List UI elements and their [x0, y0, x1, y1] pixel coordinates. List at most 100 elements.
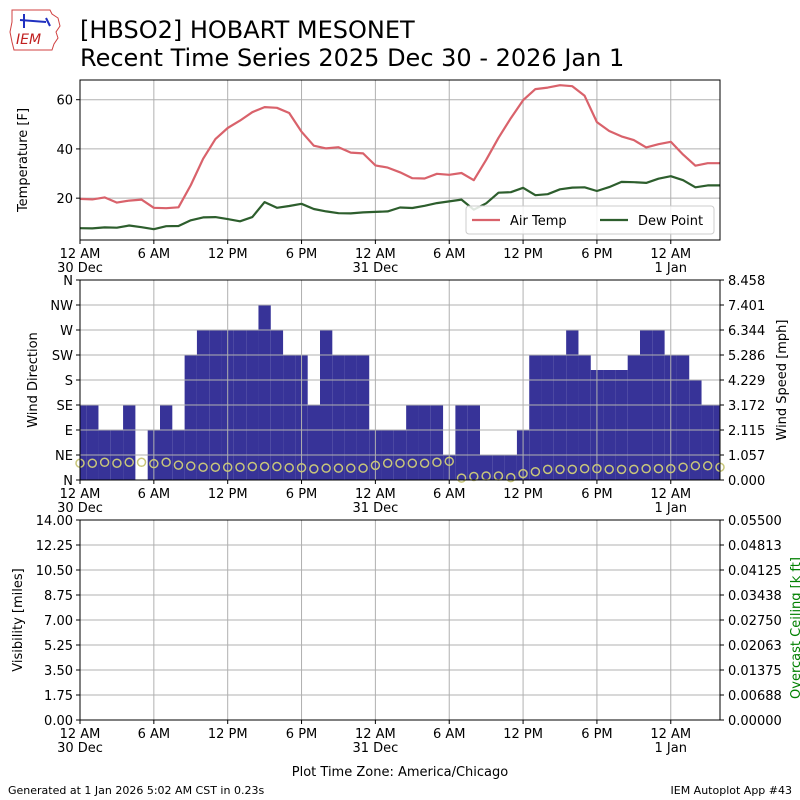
x-tick-date-label: 1 Jan: [655, 261, 687, 276]
wind-speed-point: [592, 463, 602, 474]
x-tick-label: 6 PM: [581, 487, 612, 502]
x-tick-date-label: 1 Jan: [655, 741, 687, 756]
y2-tick-label: 4.229: [728, 374, 765, 389]
wind-speed-point: [124, 457, 134, 468]
wind-direction-bar: [430, 405, 444, 480]
wind-speed-point: [136, 457, 147, 468]
wind-direction-bar: [283, 355, 296, 480]
wind-speed-point: [161, 457, 171, 468]
wind-speed-point: [506, 472, 516, 483]
wind-speed-point: [247, 461, 258, 472]
y-tick-label: SW: [52, 349, 73, 364]
wind-direction-bar: [356, 355, 370, 480]
wind-speed-point: [678, 462, 688, 472]
y2-tick-label: 0.000: [728, 474, 765, 489]
wind-direction-bar: [615, 370, 628, 480]
wind-direction-bar: [418, 405, 431, 480]
x-tick-date-label: 30 Dec: [57, 261, 103, 276]
wind-direction-bar: [184, 355, 197, 480]
y2-tick-label: 0.05500: [728, 514, 782, 529]
wind-direction-bar: [676, 355, 690, 480]
x-tick-label: 12 AM: [355, 727, 396, 742]
wind-direction-bar: [467, 405, 480, 480]
y-axis-label: Visibility [miles]: [11, 568, 26, 671]
plot-frame: [79, 279, 721, 481]
wind-direction-bar: [307, 405, 320, 480]
wind-direction-bar: [553, 355, 567, 480]
y-tick-label: N: [63, 274, 73, 289]
iem-logo: IEM: [9, 9, 61, 51]
wind-speed-point: [149, 458, 159, 469]
x-tick-label: 6 AM: [433, 487, 466, 502]
wind-speed-point: [641, 463, 651, 474]
x-tick-label: 12 AM: [650, 727, 691, 742]
wind-speed-point: [173, 460, 184, 470]
wind-speed-point: [579, 463, 590, 474]
wind-speed-point: [629, 464, 639, 475]
x-tick-label: 12 AM: [60, 727, 101, 742]
x-tick-label: 6 AM: [433, 247, 466, 262]
wind-speed-point: [395, 458, 405, 468]
wind-speed-point: [542, 464, 553, 475]
x-tick-label: 12 AM: [650, 487, 691, 502]
y2-tick-label: 8.458: [728, 274, 765, 289]
series-line-air-temp: [79, 84, 720, 210]
wind-speed-point: [419, 458, 430, 468]
y-tick-label: 8.75: [44, 589, 73, 604]
chart-title: [HBSO2] HOBART MESONET: [80, 16, 415, 44]
wind-speed-point: [198, 462, 208, 472]
x-tick-date-label: 31 Dec: [352, 261, 398, 276]
legend-label-dew-point: Dew Point: [638, 214, 703, 229]
y-tick-label: NW: [50, 299, 73, 314]
y2-tick-label: 0.04125: [728, 564, 782, 579]
y-tick-label: 60: [56, 94, 73, 109]
wind-speed-point: [309, 464, 319, 474]
y-tick-label: SE: [57, 399, 73, 414]
wind-direction-bar: [406, 405, 419, 480]
y2-tick-label: 5.286: [728, 349, 765, 364]
x-tick-label: 12 PM: [208, 487, 248, 502]
wind-speed-point: [186, 461, 196, 471]
wind-direction-bar: [541, 355, 554, 480]
wind-speed-point: [604, 464, 614, 475]
plot-frame: [79, 79, 721, 241]
x-tick-label: 12 AM: [355, 487, 396, 502]
y-tick-label: S: [65, 374, 73, 389]
x-tick-date-label: 1 Jan: [655, 501, 687, 516]
y2-tick-label: 0.04813: [728, 539, 782, 554]
wind-speed-point: [321, 463, 331, 473]
wind-direction-bar: [529, 355, 542, 480]
wind-speed-point: [690, 461, 701, 471]
y-tick-label: 0.00: [44, 714, 73, 729]
wind-speed-point: [432, 457, 442, 468]
y2-tick-label: 0.02063: [728, 639, 782, 654]
wind-direction-bar: [627, 355, 640, 480]
wind-direction-bar: [504, 455, 517, 480]
wind-speed-point: [567, 464, 578, 475]
y2-tick-label: 1.057: [728, 449, 765, 464]
wind-speed-point: [653, 463, 664, 474]
y-axis-label: Temperature [F]: [16, 108, 31, 213]
wind-direction-bar: [455, 405, 468, 480]
y-tick-label: 3.50: [44, 664, 73, 679]
wind-speed-point: [555, 464, 565, 475]
x-tick-label: 12 AM: [60, 487, 101, 502]
x-tick-label: 6 PM: [581, 247, 612, 262]
x-tick-label: 6 PM: [581, 727, 612, 742]
legend-box: [465, 205, 715, 235]
y2-tick-label: 6.344: [728, 324, 765, 339]
x-tick-label: 12 PM: [503, 487, 543, 502]
y-tick-label: 14.00: [36, 514, 73, 529]
wind-direction-bar: [160, 405, 173, 480]
wind-speed-point: [346, 463, 356, 473]
x-axis-label: Plot Time Zone: America/Chicago: [292, 765, 508, 780]
chart-subtitle: Recent Time Series 2025 Dec 30 - 2026 Ja…: [80, 44, 625, 72]
wind-direction-bar: [332, 355, 345, 480]
wind-speed-point: [407, 458, 418, 468]
wind-direction-bar: [80, 405, 87, 480]
x-tick-label: 12 PM: [503, 247, 543, 262]
wind-speed-point: [210, 462, 221, 472]
x-tick-date-label: 31 Dec: [352, 741, 398, 756]
x-tick-date-label: 30 Dec: [57, 741, 103, 756]
